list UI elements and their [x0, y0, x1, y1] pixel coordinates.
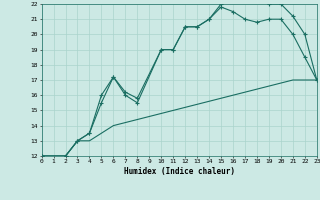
- X-axis label: Humidex (Indice chaleur): Humidex (Indice chaleur): [124, 167, 235, 176]
